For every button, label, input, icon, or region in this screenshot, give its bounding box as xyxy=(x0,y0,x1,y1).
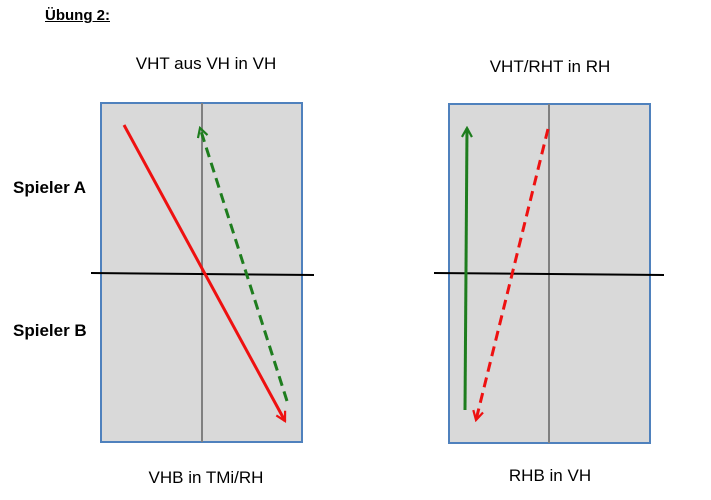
right-court-top-label: VHT/RHT in RH xyxy=(489,57,611,76)
left-court-red-solid-arrow xyxy=(122,124,287,421)
left-court-net xyxy=(90,272,315,276)
right-court xyxy=(433,103,665,444)
right-court-red-dashed-arrow xyxy=(476,128,550,420)
exercise-heading: Übung 2: xyxy=(45,7,110,24)
right-court-net xyxy=(433,272,665,276)
right-court-green-solid-arrow xyxy=(465,128,467,411)
left-court-bottom-label: VHB in TMi/RH xyxy=(148,468,264,487)
right-court-bottom-label: RHB in VH xyxy=(508,466,592,485)
player-a-label: Spieler A xyxy=(13,178,87,197)
player-b-label: Spieler B xyxy=(13,321,87,340)
left-court xyxy=(90,102,315,443)
left-court-top-label: VHT aus VH in VH xyxy=(135,54,277,73)
